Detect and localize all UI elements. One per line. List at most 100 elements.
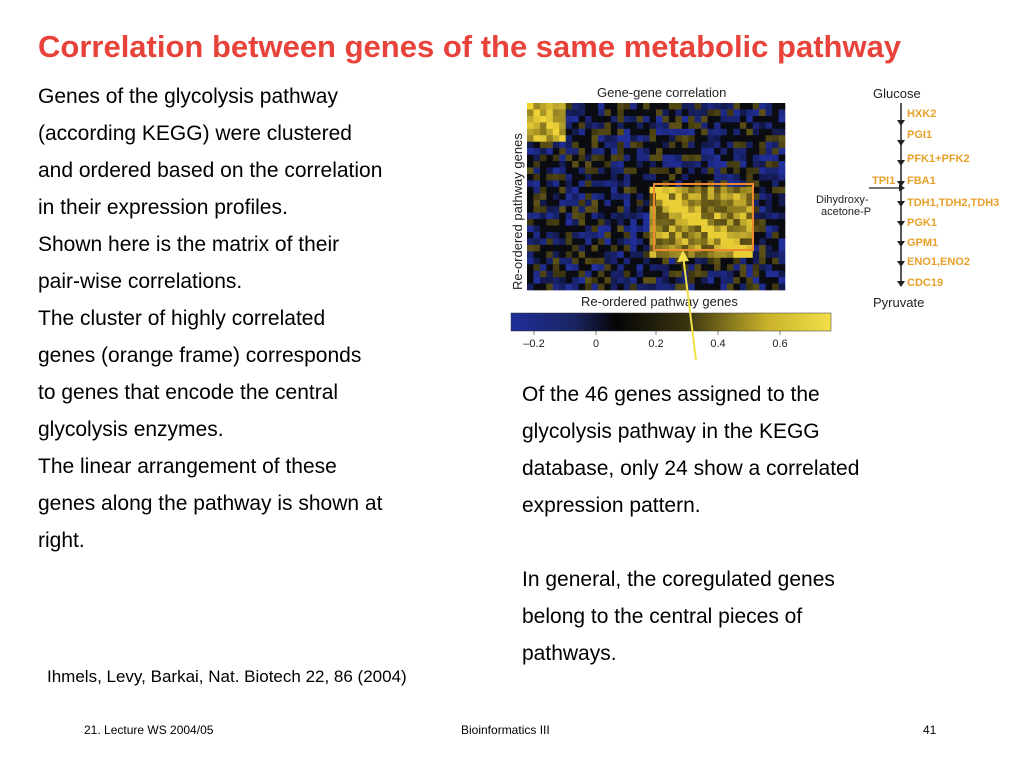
heatmap-cell: [765, 283, 773, 291]
heatmap-cell: [597, 103, 605, 110]
heatmap-cell: [778, 167, 786, 175]
heatmap-cell: [572, 219, 579, 226]
heatmap-cell: [759, 173, 766, 181]
side-metabolite-line1: Dihydroxy-: [816, 194, 869, 206]
heatmap-cell: [739, 115, 747, 123]
heatmap-cell: [752, 148, 760, 155]
pointer-line: [682, 254, 697, 361]
heatmap-cell: [778, 283, 786, 291]
heatmap-cell: [527, 257, 534, 265]
heatmap-cell: [578, 283, 586, 291]
heatmap-cell: [527, 115, 534, 123]
heatmap-cell: [726, 173, 734, 181]
heatmap-cell: [739, 283, 747, 291]
heatmap-cell: [752, 128, 760, 136]
heatmap-cell: [585, 115, 592, 123]
heatmap-cell: [630, 128, 637, 136]
heatmap-cell: [681, 199, 689, 207]
heatmap-cell: [668, 270, 676, 278]
heatmap-cell: [527, 251, 534, 259]
heatmap-cell: [552, 128, 560, 136]
heatmap-cell: [746, 283, 754, 291]
heatmap-cell: [688, 115, 695, 123]
heatmap-cell: [527, 109, 534, 117]
heatmap-cell: [572, 277, 579, 284]
heatmap-cell: [610, 161, 618, 168]
heatmap-cell: [772, 206, 779, 213]
heatmap-cell: [527, 161, 534, 168]
heatmap-cell: [726, 103, 734, 110]
heatmap-cell: [565, 199, 573, 207]
pathway-diagram: Glucose HXK2 PGI1 PFK1+PFK2 FBA1 TDH1,TD…: [816, 86, 999, 310]
heatmap-cell: [643, 232, 650, 239]
heatmap-cell: [585, 180, 592, 188]
correlation-figure: Gene-gene correlation Re-ordered pathway…: [505, 80, 1020, 361]
heatmap-cell: [681, 154, 689, 162]
heatmap-cell: [578, 264, 586, 271]
heatmap-cell: [591, 264, 599, 271]
heatmap-cell: [662, 244, 670, 252]
heatmap-cell: [701, 244, 708, 252]
heatmap-cell: [707, 251, 715, 259]
heatmap-cell: [759, 238, 766, 246]
heatmap-cell: [539, 206, 547, 213]
heatmap-cell: [720, 199, 728, 207]
heatmap-cell: [765, 122, 773, 130]
heatmap-cell: [681, 122, 689, 130]
heatmap-cell: [546, 232, 554, 239]
heatmap-cell: [714, 206, 721, 213]
figure-svg: Gene-gene correlation Re-ordered pathway…: [510, 85, 999, 361]
heatmap-cell: [533, 270, 541, 278]
heatmap-cell: [746, 173, 754, 181]
heatmap-cell: [527, 154, 534, 162]
heatmap-cell: [662, 251, 670, 259]
heatmap-cell: [604, 225, 612, 233]
heatmap-cell: [610, 277, 618, 284]
heatmap-cell: [617, 128, 625, 136]
heatmap-cell: [565, 232, 573, 239]
heatmap-cell: [778, 173, 786, 181]
heatmap-cell: [565, 244, 573, 252]
heatmap-cell: [746, 186, 754, 194]
heatmap-cell: [539, 232, 547, 239]
heatmap-cell: [662, 103, 670, 110]
heatmap-cell: [572, 257, 579, 265]
heatmap-cell: [752, 277, 760, 284]
heatmap-cell: [668, 154, 676, 162]
heatmap-cell: [765, 167, 773, 175]
heatmap-cell: [720, 251, 728, 259]
heatmap-cell: [772, 212, 779, 220]
heatmap-cell: [772, 141, 779, 149]
heatmap-cell: [623, 212, 631, 220]
heatmap-cell: [597, 161, 605, 168]
heatmap-cell: [726, 244, 734, 252]
heatmap-cell: [681, 238, 689, 246]
heatmap-cell: [623, 270, 631, 278]
heatmap-cell: [597, 173, 605, 181]
heatmap-cell: [733, 141, 741, 149]
heatmap-cell: [610, 193, 618, 201]
heatmap-cell: [636, 154, 644, 162]
heatmap-cell: [701, 103, 708, 110]
heatmap-cell: [656, 270, 663, 278]
heatmap-cell: [694, 212, 702, 220]
heatmap-cell: [778, 193, 786, 201]
heatmap-cell: [759, 186, 766, 194]
heatmap-cell: [675, 148, 683, 155]
pathway-start: Glucose: [873, 86, 921, 101]
heatmap-cell: [720, 148, 728, 155]
heatmap-cell: [636, 173, 644, 181]
heatmap-cell: [688, 148, 695, 155]
heatmap-cell: [610, 122, 618, 130]
heatmap-cell: [681, 128, 689, 136]
heatmap-cell: [630, 186, 637, 194]
heatmap-cell: [539, 257, 547, 265]
heatmap-cell: [533, 141, 541, 149]
heatmap-cell: [733, 167, 741, 175]
heatmap-cell: [643, 167, 650, 175]
heatmap-cell: [772, 238, 779, 246]
heatmap-cell: [604, 109, 612, 117]
heatmap-cell: [746, 122, 754, 130]
heatmap-cell: [681, 161, 689, 168]
heatmap-cell: [533, 251, 541, 259]
